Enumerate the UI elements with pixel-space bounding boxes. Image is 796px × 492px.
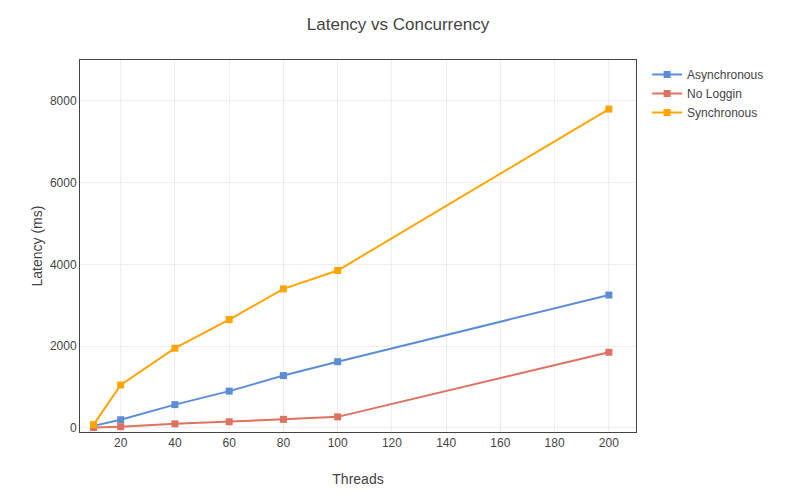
svg-text:Latency (ms): Latency (ms) [29, 206, 45, 287]
svg-text:6000: 6000 [50, 176, 77, 190]
svg-text:No Loggin: No Loggin [687, 87, 742, 101]
svg-text:20: 20 [114, 436, 128, 450]
svg-text:0: 0 [70, 421, 77, 435]
svg-text:100: 100 [328, 436, 348, 450]
svg-text:Threads: Threads [332, 471, 383, 487]
svg-text:2000: 2000 [50, 339, 77, 353]
svg-text:200: 200 [599, 436, 619, 450]
svg-text:Synchronous: Synchronous [687, 106, 757, 120]
svg-text:120: 120 [382, 436, 402, 450]
svg-text:8000: 8000 [50, 94, 77, 108]
svg-text:180: 180 [545, 436, 565, 450]
svg-text:80: 80 [277, 436, 291, 450]
svg-text:60: 60 [222, 436, 236, 450]
svg-text:140: 140 [436, 436, 456, 450]
svg-text:160: 160 [490, 436, 510, 450]
svg-text:Latency vs Concurrency: Latency vs Concurrency [307, 15, 490, 34]
svg-text:40: 40 [168, 436, 182, 450]
svg-text:Asynchronous: Asynchronous [687, 68, 763, 82]
svg-text:4000: 4000 [50, 258, 77, 272]
